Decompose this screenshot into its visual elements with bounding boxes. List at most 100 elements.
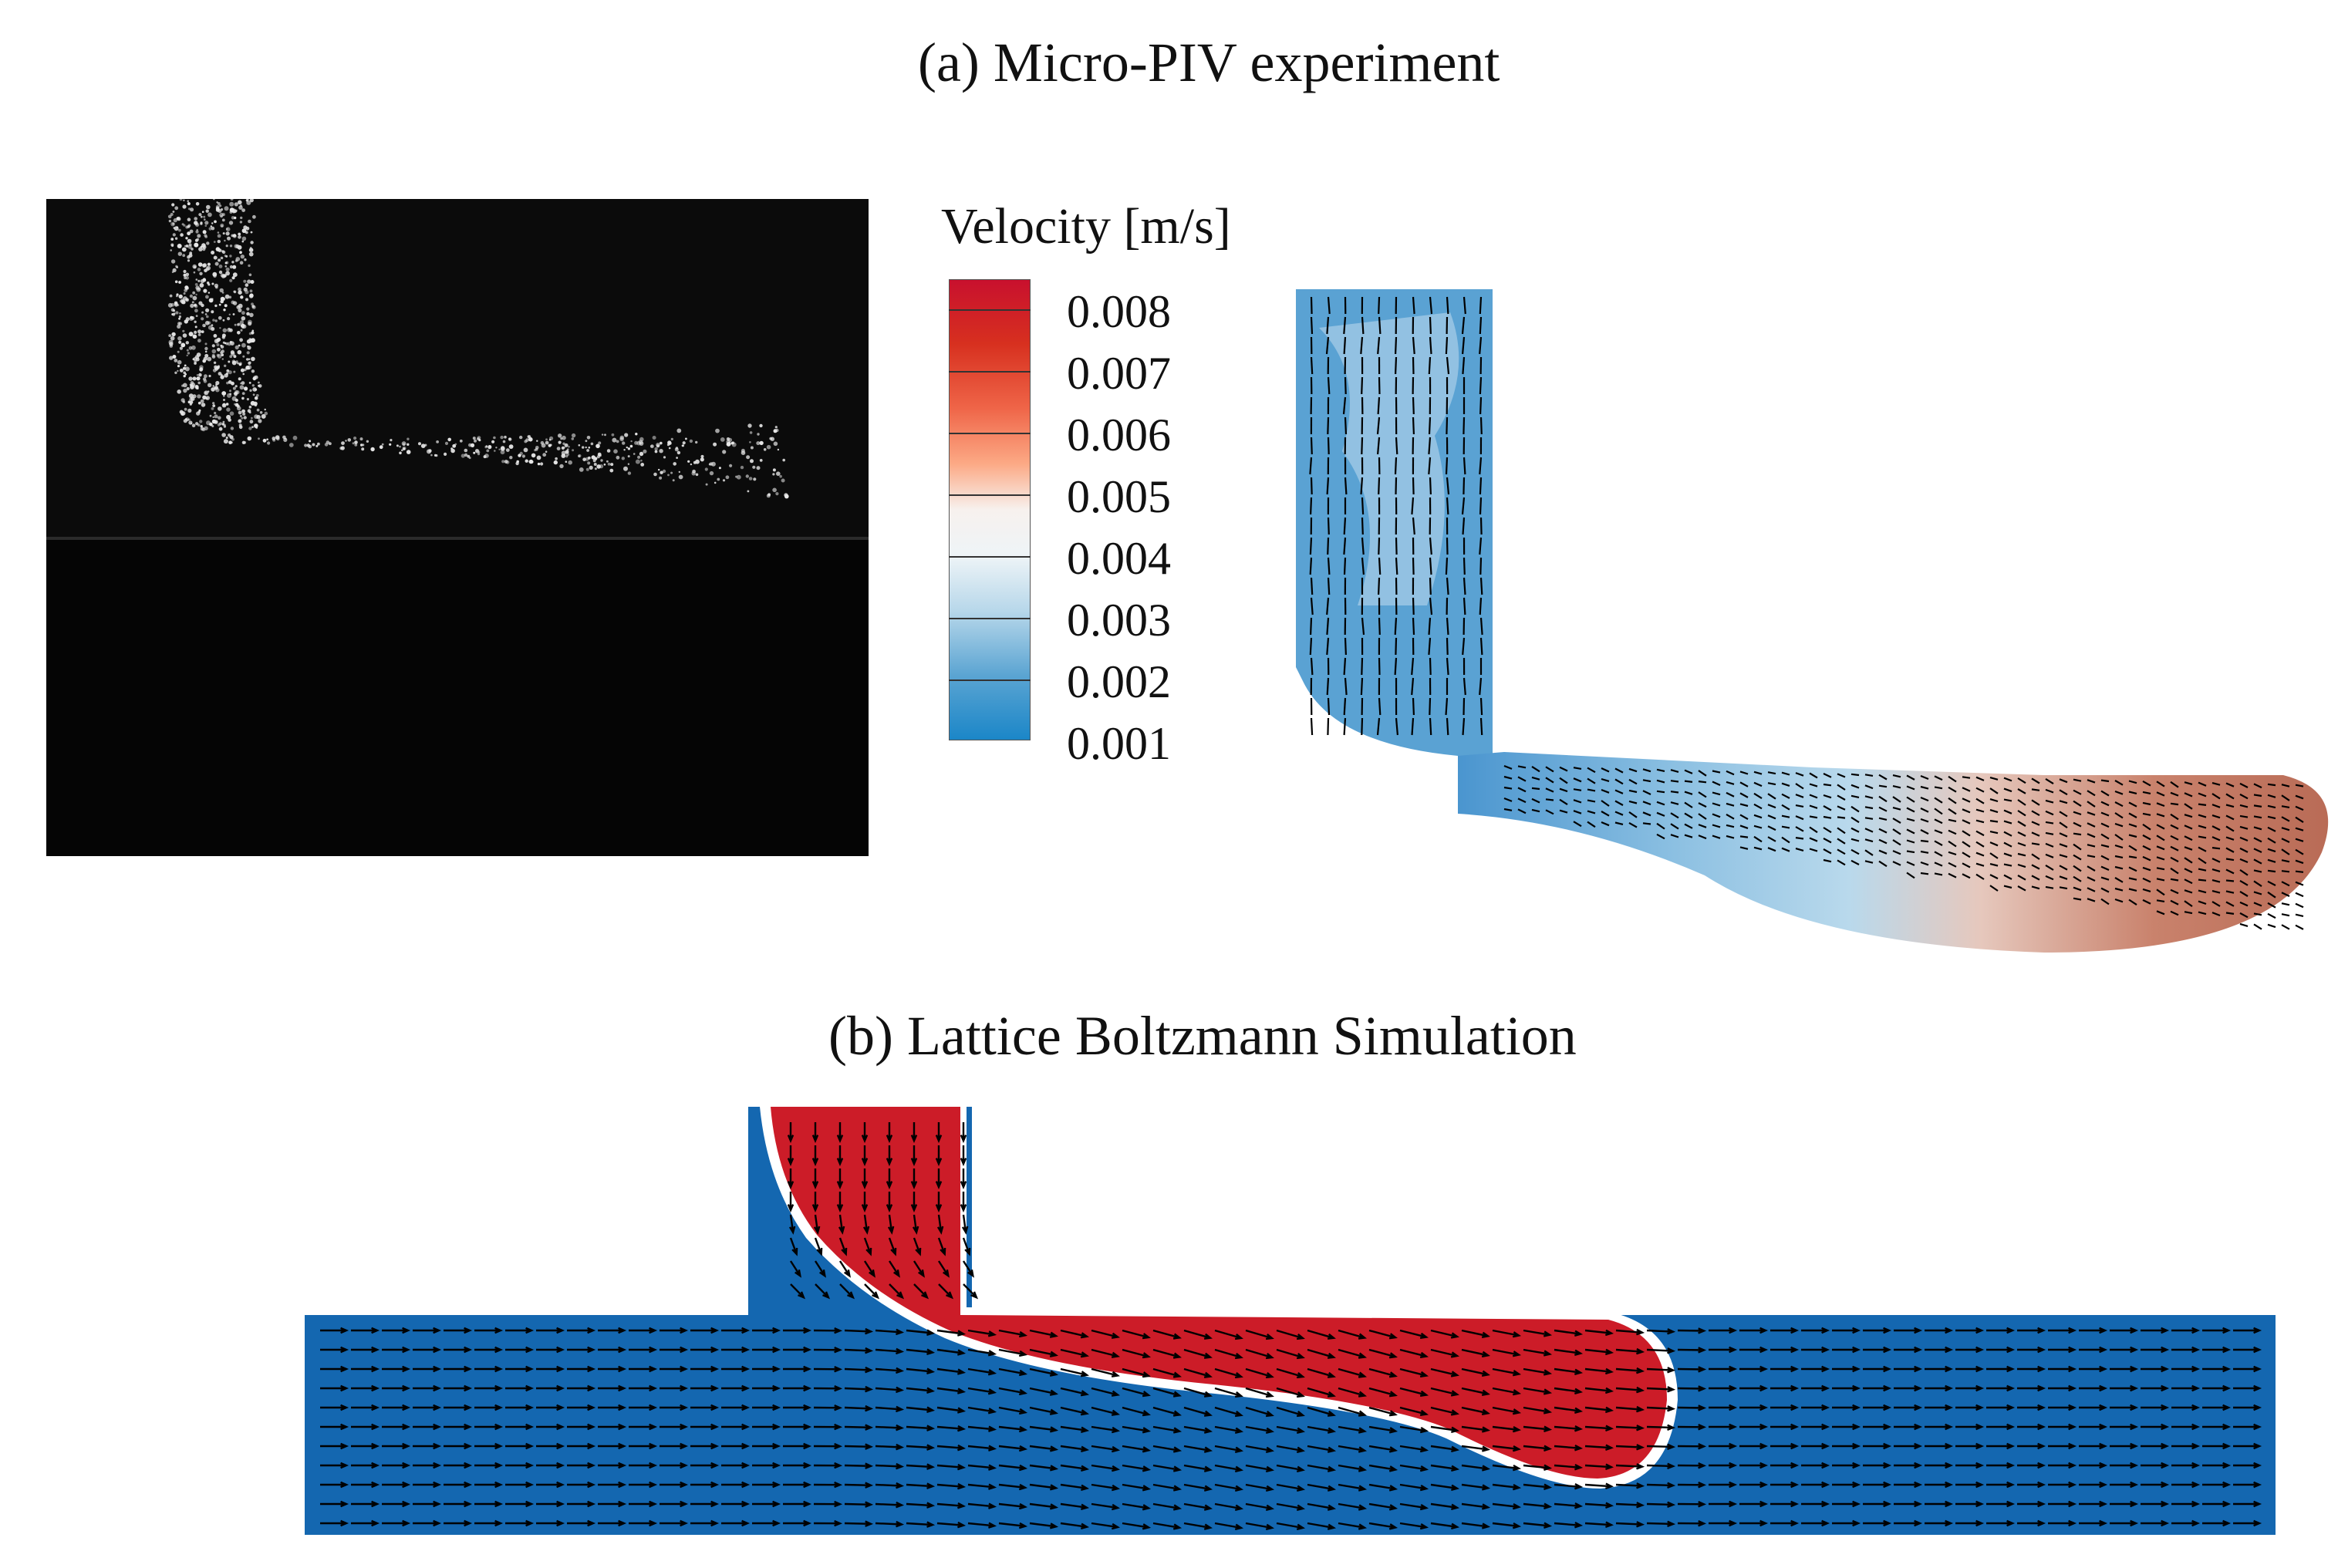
piv-vector — [1642, 790, 1651, 795]
tracer-particle — [477, 453, 481, 456]
lbm-vector — [1183, 1425, 1213, 1434]
piv-vector — [2267, 794, 2276, 798]
tracer-particle — [194, 242, 199, 248]
lbm-vector — [936, 1348, 967, 1356]
tracer-particle — [177, 359, 182, 365]
lbm-vector — [690, 1346, 720, 1354]
lbm-vector — [1801, 1365, 1830, 1373]
piv-vector — [1395, 637, 1398, 656]
tracer-particle — [536, 440, 538, 442]
tracer-particle — [187, 217, 191, 221]
lbm-vector — [413, 1384, 442, 1392]
piv-vector — [2198, 911, 2207, 916]
piv-vector — [1878, 849, 1888, 855]
tracer-particle — [304, 443, 308, 447]
tracer-particle — [233, 370, 236, 373]
tracer-particle — [219, 327, 221, 329]
tracer-particle — [626, 446, 628, 449]
tracer-particle — [248, 361, 251, 364]
lbm-vector — [2048, 1404, 2077, 1411]
piv-vector — [2087, 790, 2096, 797]
lbm-vector — [2048, 1462, 2077, 1469]
tracer-particle — [188, 253, 193, 258]
piv-vector — [1559, 787, 1568, 793]
tracer-particle — [183, 388, 187, 393]
lbm-vector — [1492, 1348, 1522, 1357]
tracer-particle — [606, 460, 609, 463]
tracer-particle — [190, 303, 194, 309]
piv-vector — [1892, 785, 1901, 789]
piv-vector — [1892, 807, 1901, 811]
piv-vector — [1531, 797, 1540, 804]
tracer-particle — [504, 460, 508, 464]
tracer-particle — [182, 400, 185, 403]
tracer-particle — [199, 271, 203, 275]
lbm-vector — [660, 1404, 689, 1411]
lbm-vector — [598, 1384, 627, 1392]
lbm-vector — [1307, 1445, 1337, 1453]
tracer-particle — [241, 326, 245, 329]
piv-vector — [2267, 923, 2276, 929]
piv-vector — [1378, 537, 1381, 555]
lbm-vector — [1523, 1329, 1553, 1337]
lbm-vector — [788, 1214, 796, 1235]
tracer-particle — [221, 218, 225, 222]
tracer-particle — [658, 468, 660, 471]
tracer-particle — [643, 449, 647, 454]
tracer-particle — [714, 481, 717, 484]
lbm-vector — [1677, 1424, 1707, 1431]
tracer-particle — [483, 455, 487, 459]
piv-vector — [1795, 794, 1804, 798]
tracer-particle — [241, 440, 246, 444]
lbm-vector — [1584, 1406, 1614, 1414]
lbm-vector — [1461, 1464, 1491, 1472]
tracer-particle — [562, 435, 566, 440]
piv-vector — [1864, 774, 1874, 777]
tracer-particle — [185, 237, 188, 240]
lbm-vector — [1152, 1445, 1182, 1453]
piv-vector — [1670, 801, 1679, 805]
lbm-vector — [1646, 1328, 1676, 1335]
lbm-vector — [1955, 1519, 1985, 1527]
piv-vector — [2184, 868, 2193, 874]
tracer-particle — [227, 393, 231, 398]
piv-vector — [2017, 831, 2026, 837]
piv-vector — [1395, 477, 1398, 495]
piv-vector — [1327, 296, 1331, 315]
lbm-vector — [1801, 1327, 1830, 1334]
piv-vector — [1310, 717, 1314, 736]
lbm-vector — [2141, 1384, 2170, 1392]
tracer-particle — [782, 458, 785, 462]
tracer-particle — [225, 255, 228, 258]
tracer-particle — [175, 311, 179, 315]
lbm-vector — [936, 1329, 967, 1337]
tracer-particle — [773, 429, 778, 433]
lbm-vector — [1646, 1501, 1676, 1509]
lbm-vector — [998, 1464, 1028, 1472]
lbm-vector — [813, 1500, 843, 1508]
lbm-vector — [567, 1442, 596, 1450]
lbm-vector — [1338, 1445, 1368, 1453]
tracer-particle — [389, 443, 392, 446]
piv-vector — [2003, 874, 2012, 880]
lbm-vector — [1832, 1423, 1861, 1431]
piv-vector — [2031, 777, 2040, 784]
piv-vector — [2073, 886, 2082, 892]
tracer-particle — [246, 351, 250, 355]
lbm-vector — [1523, 1445, 1553, 1452]
tracer-particle — [231, 261, 234, 264]
tracer-particle — [248, 322, 252, 326]
tracer-particle — [660, 470, 663, 474]
tracer-particle — [194, 283, 198, 286]
piv-vector — [2100, 865, 2110, 872]
lbm-vector — [2233, 1519, 2262, 1527]
tracer-particle — [198, 373, 202, 377]
tracer-particle — [188, 346, 193, 350]
lbm-vector — [1245, 1522, 1275, 1530]
piv-vector — [1837, 805, 1846, 811]
lbm-vector — [567, 1384, 596, 1392]
lbm-vector — [721, 1327, 751, 1334]
piv-vector — [1989, 809, 1999, 814]
piv-vector — [2253, 891, 2262, 895]
tracer-particle — [662, 469, 666, 474]
